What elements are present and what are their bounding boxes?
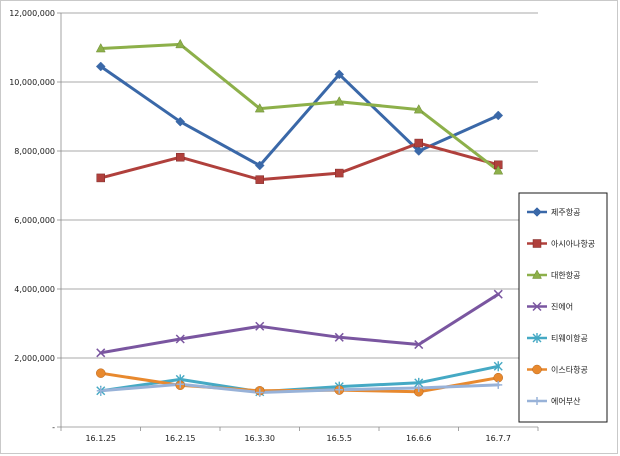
data-point-2-3 — [255, 175, 264, 184]
data-point-3-1 — [95, 43, 106, 53]
data-point-4-5 — [414, 340, 424, 350]
legend-item: 이스타항공 — [527, 365, 588, 375]
legend-label: 대한항공 — [551, 271, 580, 280]
series-line-2 — [99, 141, 500, 182]
data-point-7-5 — [414, 384, 423, 393]
legend-swatch-marker — [532, 301, 542, 312]
legend-label: 아시아나항공 — [551, 239, 595, 249]
legend-item: 진에어 — [527, 302, 573, 312]
data-point-3-3 — [254, 103, 265, 113]
data-point-7-1 — [96, 386, 105, 395]
x-tick-label: 16.1.25 — [85, 434, 116, 443]
data-point-1-5 — [413, 146, 424, 156]
legend-swatch-marker — [532, 333, 542, 343]
legend-label: 진에어 — [551, 302, 573, 312]
x-tick-label: 16.6.6 — [406, 434, 431, 443]
legend-label: 티웨이항공 — [551, 333, 588, 343]
y-tick-label: 12,000,000 — [9, 9, 55, 18]
data-point-4-5-stroke — [414, 340, 424, 350]
y-tick-label: 2,000,000 — [14, 354, 55, 363]
data-point-4-2 — [175, 334, 185, 344]
series-lines — [99, 42, 500, 394]
data-point-1-1 — [95, 61, 106, 72]
series-markers — [95, 38, 504, 397]
data-point-2-4 — [335, 168, 344, 178]
data-point-1-2 — [175, 116, 186, 127]
series-line-3 — [99, 42, 500, 173]
data-point-7-6 — [494, 380, 503, 389]
y-tick-label: - — [52, 423, 55, 432]
data-point-6-6 — [493, 372, 503, 383]
legend-item: 아시아나항공 — [527, 239, 595, 249]
x-tick-label: 16.2.15 — [165, 434, 196, 443]
data-point-5-6 — [493, 361, 503, 372]
data-point-2-5 — [414, 138, 423, 148]
x-axis-ticks: 16.1.25 16.2.15 16.3.30 16.5.5 16.6.6 16.7.7 — [60, 427, 539, 443]
legend-swatch-marker — [532, 207, 542, 217]
legend-label: 에어부산 — [551, 396, 581, 406]
data-point-7-3 — [255, 388, 264, 397]
data-point-4-3-stroke — [255, 321, 265, 331]
legend-swatch-marker — [532, 364, 542, 375]
series-line-7 — [99, 382, 500, 394]
legend-item: 티웨이항공 — [527, 333, 588, 343]
data-point-3-4 — [334, 96, 345, 106]
data-point-2-1 — [96, 173, 105, 183]
legend-swatch-marker — [532, 269, 542, 279]
y-tick-label: 6,000,000 — [14, 216, 55, 225]
data-point-3-5 — [413, 104, 424, 114]
legend-label: 제주항공 — [551, 208, 580, 217]
data-point-7-2 — [176, 380, 185, 389]
data-point-3-2 — [175, 38, 186, 49]
data-point-4-4-stroke — [334, 332, 344, 342]
data-point-4-2-stroke — [175, 334, 185, 344]
legend-label: 이스타항공 — [551, 365, 588, 375]
data-point-3-6 — [493, 165, 504, 175]
legend-item: 제주항공 — [527, 207, 580, 217]
legend-swatch-marker — [532, 239, 542, 248]
data-point-4-1-stroke — [96, 348, 106, 358]
y-tick-label: 4,000,000 — [14, 285, 55, 294]
legend-item: 대한항공 — [527, 269, 580, 280]
data-point-1-3 — [254, 160, 265, 171]
x-tick-label: 16.5.5 — [327, 434, 352, 443]
data-point-4-4 — [334, 332, 344, 342]
legend-swatch-marker — [533, 397, 541, 405]
series-line-6 — [99, 371, 500, 394]
data-point-1-6 — [493, 110, 504, 121]
legend-item: 에어부산 — [527, 396, 581, 406]
gridlines — [61, 12, 538, 359]
data-point-7-4 — [335, 385, 344, 394]
y-tick-label: 8,000,000 — [14, 147, 55, 156]
data-point-4-3 — [255, 321, 265, 331]
series-line-4 — [99, 292, 500, 355]
data-point-4-6-stroke — [493, 289, 503, 299]
legend-swatch-marker-stroke — [532, 301, 542, 312]
data-point-1-4 — [334, 69, 345, 80]
x-tick-label: 16.7.7 — [486, 434, 511, 443]
data-point-4-6 — [493, 289, 503, 299]
data-point-4-1 — [96, 348, 106, 358]
data-point-6-1 — [96, 368, 106, 378]
data-point-2-2 — [176, 152, 185, 162]
y-axis-ticks: - 2,000,000 4,000,000 6,000,000 8,000,000 10,… — [9, 9, 61, 432]
x-tick-label: 16.3.30 — [244, 434, 275, 443]
y-tick-label: 10,000,000 — [9, 78, 55, 87]
series-line-1 — [99, 65, 500, 167]
